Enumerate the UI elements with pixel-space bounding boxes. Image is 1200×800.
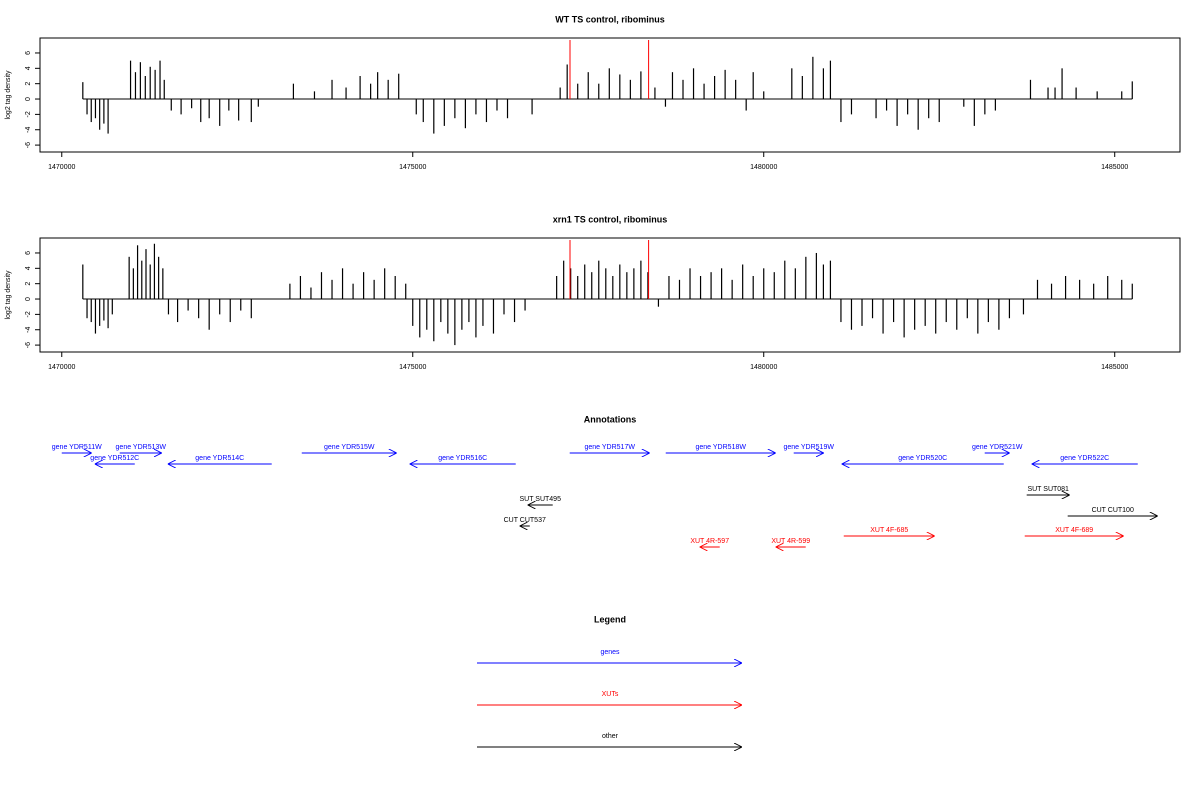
y-tick-label: 2 bbox=[25, 282, 32, 286]
y-tick-label: 4 bbox=[25, 66, 32, 70]
x-tick-label: 1480000 bbox=[750, 364, 777, 371]
feature-label: gene YDR512C bbox=[90, 455, 139, 462]
y-tick-label: 4 bbox=[25, 266, 32, 270]
x-tick-label: 1475000 bbox=[399, 364, 426, 371]
feature-label: gene YDR511W bbox=[52, 444, 102, 451]
x-tick-label: 1470000 bbox=[48, 364, 75, 371]
y-tick-label: 2 bbox=[25, 82, 32, 86]
feature-label: gene YDR522C bbox=[1060, 455, 1109, 462]
feature-label: gene YDR519W bbox=[783, 444, 834, 451]
annotations-title: Annotations bbox=[584, 414, 637, 424]
feature-label: gene YDR516C bbox=[438, 455, 487, 462]
feature-label: XUT 4F-685 bbox=[870, 527, 908, 534]
feature-label: CUT CUT100 bbox=[1092, 507, 1134, 514]
y-tick-label: -6 bbox=[25, 342, 32, 348]
x-tick-label: 1480000 bbox=[750, 164, 777, 171]
y-tick-label: -2 bbox=[25, 311, 32, 317]
y-tick-label: 0 bbox=[25, 97, 32, 101]
feature-label: gene YDR513W bbox=[116, 444, 167, 451]
feature-label: SUT SUT495 bbox=[519, 496, 561, 503]
legend-label: other bbox=[602, 733, 619, 740]
feature-label: XUT 4R-599 bbox=[771, 538, 810, 545]
legend-label: genes bbox=[600, 649, 620, 656]
legend-label: XUTs bbox=[602, 691, 619, 698]
y-tick-label: 0 bbox=[25, 297, 32, 301]
feature-label: gene YDR520C bbox=[898, 455, 947, 462]
y-tick-label: -4 bbox=[25, 127, 32, 133]
chart-title: xrn1 TS control, ribominus bbox=[553, 214, 668, 224]
feature-label: gene YDR517W bbox=[584, 444, 635, 451]
feature-label: CUT CUT537 bbox=[504, 517, 546, 524]
feature-label: gene YDR518W bbox=[696, 444, 747, 451]
feature-label: XUT 4F-689 bbox=[1055, 527, 1093, 534]
x-tick-label: 1485000 bbox=[1101, 164, 1128, 171]
y-tick-label: -2 bbox=[25, 111, 32, 117]
x-tick-label: 1485000 bbox=[1101, 364, 1128, 371]
y-axis-label: log2 tag density bbox=[5, 270, 12, 320]
y-tick-label: -6 bbox=[25, 142, 32, 148]
x-tick-label: 1475000 bbox=[399, 164, 426, 171]
feature-label: SUT SUT081 bbox=[1027, 486, 1069, 493]
feature-label: XUT 4R-597 bbox=[690, 538, 729, 545]
legend-title: Legend bbox=[594, 614, 626, 624]
y-tick-label: 6 bbox=[25, 51, 32, 55]
plot-frame bbox=[39, 37, 1181, 153]
y-axis-label: log2 tag density bbox=[5, 70, 12, 120]
chart-title: WT TS control, ribominus bbox=[555, 14, 665, 24]
y-tick-label: -4 bbox=[25, 327, 32, 333]
plot-frame bbox=[39, 237, 1181, 353]
feature-label: gene YDR514C bbox=[195, 455, 244, 462]
x-tick-label: 1470000 bbox=[48, 164, 75, 171]
y-tick-label: 6 bbox=[25, 251, 32, 255]
feature-label: gene YDR515W bbox=[324, 444, 375, 451]
feature-label: gene YDR521W bbox=[972, 444, 1023, 451]
